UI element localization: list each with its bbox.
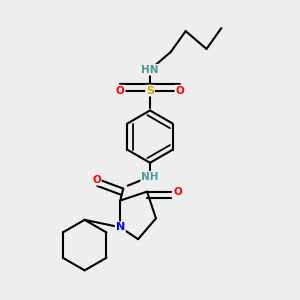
Text: NH: NH [141,172,159,182]
Text: N: N [116,222,125,232]
Text: O: O [92,175,101,185]
Text: O: O [174,187,183,196]
Text: O: O [175,85,184,96]
Text: O: O [116,85,125,96]
Text: S: S [146,85,154,96]
Text: HN: HN [141,65,159,75]
